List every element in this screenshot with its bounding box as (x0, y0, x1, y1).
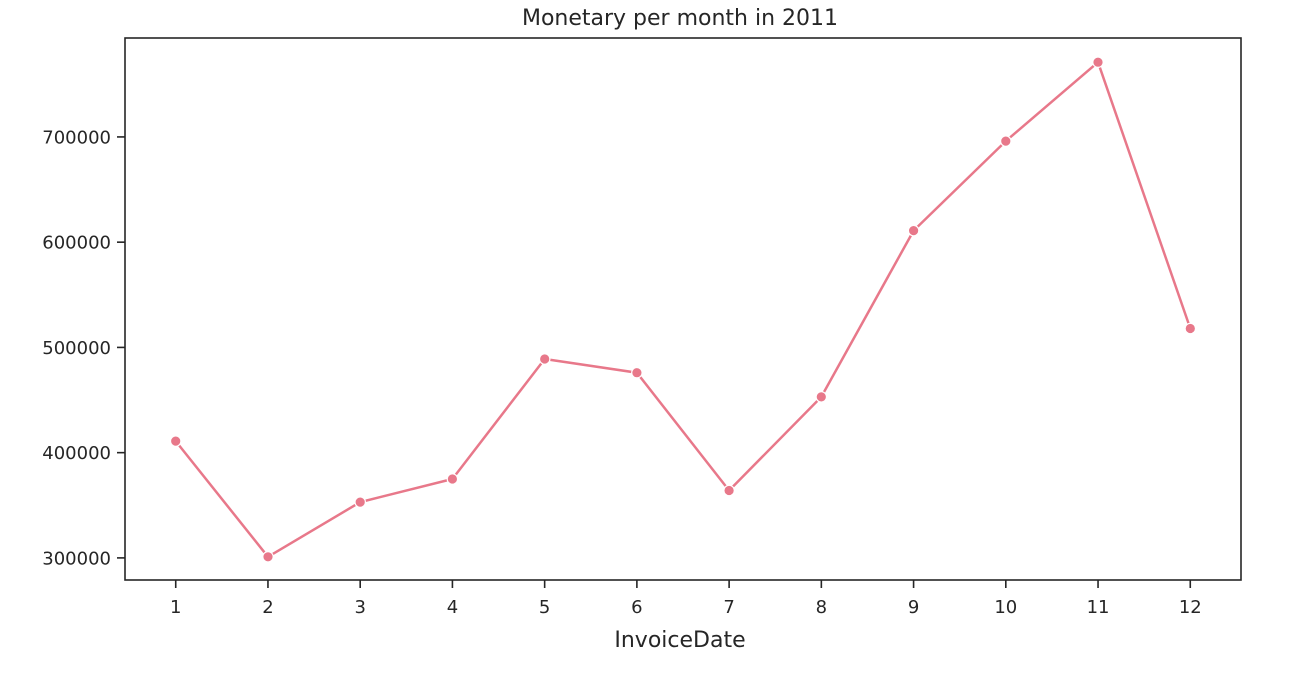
y-tick-label: 700000 (42, 127, 111, 148)
x-tick-label: 7 (723, 597, 734, 618)
y-tick-label: 500000 (42, 338, 111, 359)
data-point (262, 550, 274, 563)
data-point (907, 224, 920, 237)
y-tick-label: 400000 (42, 443, 111, 464)
x-tick-label: 12 (1179, 597, 1202, 618)
data-point (169, 435, 182, 447)
data-point (446, 473, 459, 485)
data-point (815, 391, 828, 403)
data-point (1092, 56, 1104, 68)
x-tick-label: 4 (447, 597, 458, 618)
x-tick-label: 10 (994, 597, 1017, 618)
x-tick-label: 2 (262, 597, 273, 618)
x-axis-title: InvoiceDate (614, 628, 745, 653)
y-tick-label: 600000 (42, 233, 111, 254)
data-point (1184, 322, 1197, 335)
x-tick-label: 3 (354, 597, 365, 618)
x-tick-label: 8 (816, 597, 827, 618)
x-tick-label: 9 (908, 597, 919, 618)
chart-title: Monetary per month in 2011 (522, 6, 838, 31)
data-point (354, 496, 366, 508)
series-markers (169, 56, 1197, 563)
data-point (631, 366, 643, 379)
data-point (538, 353, 551, 365)
y-axis: 300000 400000 500000 600000 700000 (42, 127, 125, 569)
data-point (723, 484, 735, 497)
x-tick-label: 6 (631, 597, 642, 618)
x-tick-label: 1 (170, 597, 181, 618)
plot-frame (124, 37, 1242, 581)
x-tick-label: 5 (539, 597, 550, 618)
series-line (174, 60, 1192, 559)
y-tick-label: 300000 (42, 548, 111, 569)
data-point (999, 135, 1012, 147)
x-axis: 1 2 3 4 5 6 7 8 9 10 11 12 (170, 580, 1202, 618)
x-tick-label: 11 (1087, 597, 1110, 618)
